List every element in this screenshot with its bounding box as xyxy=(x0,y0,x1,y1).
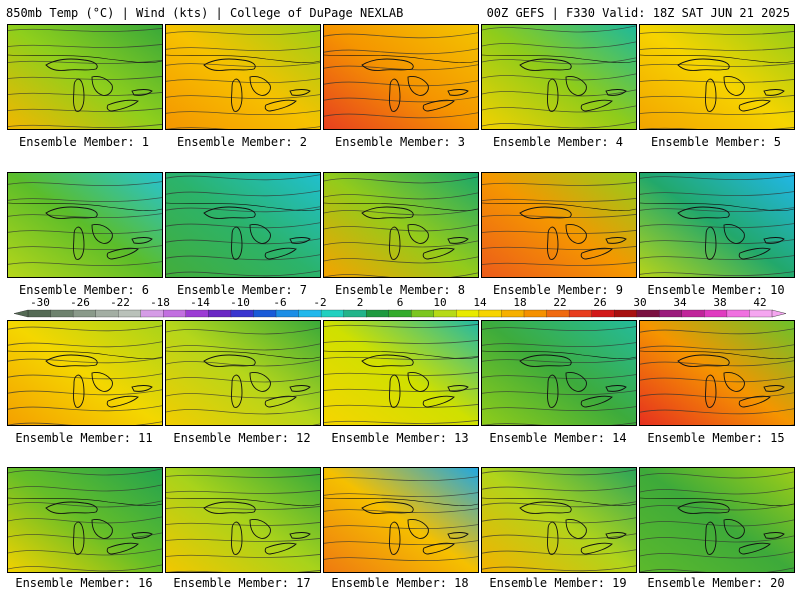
colorbar-tick-label: 14 xyxy=(473,296,487,309)
ensemble-map-panel xyxy=(481,172,637,278)
colorbar-segment xyxy=(298,309,322,318)
ensemble-map-panel xyxy=(323,320,479,426)
colorbar-segment xyxy=(118,309,142,318)
colorbar-tick-label: 2 xyxy=(357,296,364,309)
colorbar-tick-label: 30 xyxy=(633,296,646,309)
colorbar-segment xyxy=(27,309,52,318)
map-header-title: 850mb Temp (°C) | Wind (kts) | College o… xyxy=(6,6,404,20)
colorbar-segment xyxy=(163,309,187,318)
ensemble-member-label: Ensemble Member: 3 xyxy=(334,135,466,149)
colorbar-segment xyxy=(185,309,210,318)
ensemble-member-label: Ensemble Member: 2 xyxy=(176,135,308,149)
ensemble-member-label: Ensemble Member: 1 xyxy=(18,135,150,149)
colorbar-tick-label: -10 xyxy=(230,296,250,309)
ensemble-member-label: Ensemble Member: 6 xyxy=(18,283,150,297)
colorbar-segment xyxy=(411,309,435,318)
colorbar-segment xyxy=(546,309,570,318)
colorbar-segment xyxy=(208,309,232,318)
colorbar-segment xyxy=(275,309,300,318)
colorbar-segment xyxy=(726,309,751,318)
ensemble-member-label: Ensemble Member: 16 xyxy=(15,576,153,590)
colorbar-segment xyxy=(343,309,367,318)
ensemble-member-label: Ensemble Member: 13 xyxy=(331,431,469,445)
colorbar-low-arrow xyxy=(13,309,29,318)
colorbar-high-arrow xyxy=(771,309,787,318)
ensemble-member-label: Ensemble Member: 11 xyxy=(15,431,153,445)
colorbar-segment xyxy=(568,309,593,318)
ensemble-map-panel xyxy=(165,172,321,278)
colorbar-tick-label: 6 xyxy=(397,296,404,309)
ensemble-map-panel xyxy=(165,320,321,426)
ensemble-map-panel xyxy=(323,467,479,573)
ensemble-member-label: Ensemble Member: 18 xyxy=(331,576,469,590)
colorbar-segment xyxy=(636,309,660,318)
colorbar-segment xyxy=(230,309,255,318)
colorbar-tick-label: -18 xyxy=(150,296,170,309)
colorbar-segment xyxy=(72,309,97,318)
colorbar-segment xyxy=(388,309,412,318)
ensemble-member-label: Ensemble Member: 17 xyxy=(173,576,311,590)
ensemble-map-panel xyxy=(7,467,163,573)
ensemble-map-panel xyxy=(7,320,163,426)
colorbar-segment xyxy=(478,309,503,318)
ensemble-map-panel xyxy=(481,467,637,573)
colorbar-segment xyxy=(523,309,548,318)
ensemble-map-panel xyxy=(639,467,795,573)
colorbar-tick-label: 38 xyxy=(713,296,726,309)
colorbar-segment xyxy=(366,309,390,318)
colorbar-tick-label: -6 xyxy=(273,296,286,309)
ensemble-map-panel xyxy=(323,172,479,278)
colorbar-segment xyxy=(50,309,74,318)
temperature-colorbar: -30 -26 -22 -18 -14 -10 -6 -2 2 6 10 14 18 22 26 30 34 38… xyxy=(13,296,787,318)
colorbar-segment xyxy=(501,309,525,318)
colorbar-segment xyxy=(614,309,638,318)
ensemble-member-label: Ensemble Member: 20 xyxy=(647,576,785,590)
colorbar-segment xyxy=(253,309,277,318)
colorbar-segment xyxy=(320,309,345,318)
ensemble-member-label: Ensemble Member: 9 xyxy=(492,283,624,297)
colorbar-segment xyxy=(704,309,728,318)
colorbar-tick-label: 26 xyxy=(593,296,606,309)
ensemble-map-panel xyxy=(481,24,637,130)
ensemble-map-panel xyxy=(7,24,163,130)
ensemble-map-panel xyxy=(165,467,321,573)
colorbar-tick-label: -14 xyxy=(190,296,210,309)
ensemble-member-label: Ensemble Member: 15 xyxy=(647,431,785,445)
ensemble-member-label: Ensemble Member: 5 xyxy=(650,135,782,149)
colorbar-tick-label: 34 xyxy=(673,296,687,309)
ensemble-map-panel xyxy=(639,172,795,278)
ensemble-member-label: Ensemble Member: 14 xyxy=(489,431,627,445)
colorbar-segment xyxy=(140,309,164,318)
ensemble-member-label: Ensemble Member: 4 xyxy=(492,135,624,149)
colorbar-tick-label: 22 xyxy=(553,296,566,309)
colorbar-tick-label: -30 xyxy=(30,296,50,309)
colorbar-tick-label: -26 xyxy=(70,296,90,309)
ensemble-member-label: Ensemble Member: 12 xyxy=(173,431,311,445)
colorbar-tick-label: 18 xyxy=(513,296,526,309)
ensemble-map-panel xyxy=(7,172,163,278)
ensemble-map-panel xyxy=(481,320,637,426)
colorbar-segment xyxy=(456,309,480,318)
ensemble-map-panel xyxy=(165,24,321,130)
colorbar-tick-label: 10 xyxy=(433,296,446,309)
colorbar-segment xyxy=(433,309,458,318)
colorbar-segment xyxy=(95,309,119,318)
ensemble-member-label: Ensemble Member: 19 xyxy=(489,576,627,590)
ensemble-member-label: Ensemble Member: 10 xyxy=(647,283,785,297)
ensemble-member-label: Ensemble Member: 7 xyxy=(176,283,308,297)
colorbar-tick-label: -2 xyxy=(313,296,326,309)
colorbar-segment xyxy=(659,309,683,318)
ensemble-member-label: Ensemble Member: 8 xyxy=(334,283,466,297)
colorbar-tick-label: 42 xyxy=(753,296,766,309)
colorbar-segment xyxy=(749,309,773,318)
colorbar-tick-label: -22 xyxy=(110,296,130,309)
ensemble-map-panel xyxy=(323,24,479,130)
model-run-label: 00Z GEFS | F330 Valid: 18Z SAT JUN 21 20… xyxy=(486,6,790,20)
ensemble-map-panel xyxy=(639,24,795,130)
ensemble-map-panel xyxy=(639,320,795,426)
colorbar-segment xyxy=(591,309,615,318)
colorbar-segment xyxy=(681,309,706,318)
